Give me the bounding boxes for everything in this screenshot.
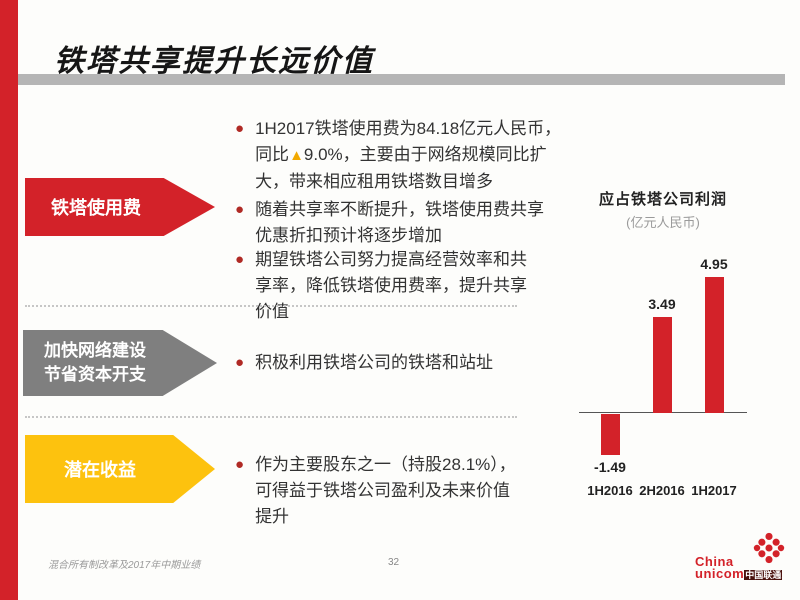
logo-brand-unicom: unicom — [695, 566, 745, 581]
bullet-dot-icon: ● — [235, 120, 245, 137]
arrow-label-line2: 节省资本开支 — [44, 365, 146, 384]
page-title: 铁塔共享提升长远价值 — [54, 45, 374, 78]
chinese-knot-icon — [753, 532, 785, 564]
footer-report-title: 混合所有制改革及2017年中期业绩 — [48, 560, 201, 571]
bullet-potential-gain: ● 作为主要股东之一（持股28.1%），可得益于铁塔公司盈利及未来价值提升 — [235, 452, 521, 530]
bar-value-label: -1.49 — [594, 458, 626, 475]
arrow-label: 铁塔使用费 — [51, 198, 141, 218]
bullet-dot-icon: ● — [235, 354, 245, 371]
bullet-text-after: 9.0%，主要由于网络规模同比扩大，带来相应租用铁塔数目增多 — [255, 145, 547, 191]
bullet-capex: ● 积极利用铁塔公司的铁塔和站址 — [235, 350, 573, 376]
arrow-potential-gain: 潜在收益 — [25, 435, 215, 503]
profit-bar-chart: 应占铁塔公司利润 (亿元人民币) -1.49 1H2016 3.49 2H2016 4.… — [575, 188, 751, 500]
arrow-label-line1: 加快网络建设 — [44, 341, 146, 361]
arrow-tower-usage-fee: 铁塔使用费 — [25, 178, 215, 236]
bar-1H2017 — [704, 276, 724, 413]
arrow-network-capex: 加快网络建设 节省资本开支 — [23, 330, 217, 396]
bullet-text-before: 1H2017铁塔使用费为84.18亿元人民币，同比 — [255, 119, 562, 164]
triangle-up-icon: ▲ — [289, 147, 304, 164]
bar-category-label: 2H2016 — [639, 483, 685, 498]
section-divider — [25, 416, 517, 418]
bar-1H2016 — [600, 414, 620, 455]
bullet-text: 期望铁塔公司努力提高经营效率和共享率，降低铁塔使用费率，提升共享价值 — [255, 250, 528, 321]
logo-chinese-name: 中国联通 — [744, 570, 783, 580]
bullet-tower-fee-2: ● 随着共享率不断提升，铁塔使用费共享优惠折扣预计将逐步增加 — [235, 197, 550, 249]
logo-brand-line2: unicom中国联通 — [695, 566, 783, 581]
bullet-text: 1H2017铁塔使用费为84.18亿元人民币，同比▲9.0%，主要由于网络规模同… — [255, 116, 573, 195]
bar-value-label: 4.95 — [700, 255, 728, 272]
bullet-tower-fee-1: ● 1H2017铁塔使用费为84.18亿元人民币，同比▲9.0%，主要由于网络规… — [235, 116, 573, 195]
chart-subtitle: (亿元人民币) — [626, 215, 700, 230]
bullet-text: 作为主要股东之一（持股28.1%），可得益于铁塔公司盈利及未来价值提升 — [255, 455, 516, 526]
arrow-label: 潜在收益 — [64, 460, 136, 480]
page-number: 32 — [388, 557, 400, 568]
bullet-dot-icon: ● — [235, 201, 245, 218]
bullet-dot-icon: ● — [235, 456, 245, 473]
bar-2H2016 — [652, 317, 672, 413]
bullet-tower-fee-3: ● 期望铁塔公司努力提高经营效率和共享率，降低铁塔使用费率，提升共享价值 — [235, 247, 527, 325]
chart-title: 应占铁塔公司利润 — [598, 191, 727, 208]
china-unicom-logo: China unicom中国联通 — [693, 532, 793, 592]
bar-plot: -1.49 1H2016 3.49 2H2016 4.95 1H2017 — [575, 238, 751, 500]
logo-wordmark: China unicom中国联通 — [695, 554, 783, 581]
bar-category-label: 1H2016 — [587, 483, 633, 498]
title-underline — [18, 74, 785, 85]
left-accent-bar — [0, 0, 18, 600]
bullet-text: 随着共享率不断提升，铁塔使用费共享优惠折扣预计将逐步增加 — [255, 200, 545, 245]
bullet-dot-icon: ● — [235, 251, 245, 268]
logo-brand-line1: China — [695, 554, 734, 569]
bullet-text: 积极利用铁塔公司的铁塔和站址 — [255, 353, 494, 372]
section-divider — [25, 305, 517, 307]
bar-category-label: 1H2017 — [691, 483, 737, 498]
bar-value-label: 3.49 — [648, 296, 676, 313]
